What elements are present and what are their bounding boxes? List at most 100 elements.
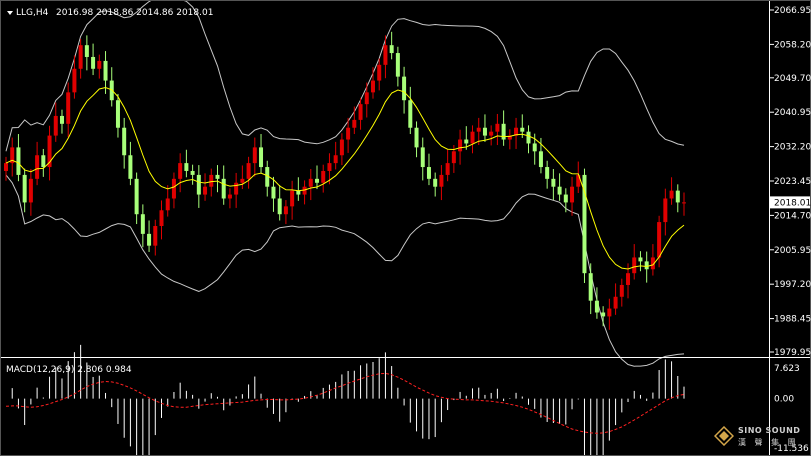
- candle-body: [545, 167, 550, 179]
- candle-body: [134, 178, 139, 215]
- candle-body: [346, 127, 351, 140]
- candle-body: [563, 194, 568, 203]
- candle-body: [682, 202, 686, 204]
- candle-body: [140, 214, 145, 234]
- candle-body: [153, 226, 158, 246]
- candle-body: [414, 127, 419, 148]
- candle-body: [178, 163, 183, 179]
- candle-body: [290, 190, 295, 207]
- candle-body: [215, 174, 220, 179]
- candle-body: [59, 115, 64, 124]
- candle-body: [426, 167, 431, 179]
- candle-body: [339, 139, 344, 156]
- candle-body: [302, 186, 307, 195]
- macd-tick-label: 7.623: [774, 364, 800, 374]
- candle-body: [364, 92, 369, 105]
- candle-body: [501, 123, 506, 140]
- candle-body: [476, 127, 481, 132]
- y-tick-label: 2066.95: [774, 6, 811, 16]
- candle-body: [4, 163, 8, 171]
- triangle-down-icon[interactable]: [7, 11, 13, 15]
- candle-body: [470, 131, 475, 144]
- candle-body: [526, 131, 531, 144]
- candle-body: [570, 186, 575, 203]
- candlesticks: [4, 31, 686, 330]
- candle-body: [613, 296, 618, 309]
- candle-body: [495, 123, 500, 132]
- y-tick-label: 2049.70: [774, 74, 811, 84]
- candle-body: [352, 119, 357, 128]
- candle-body: [451, 151, 456, 164]
- candle-body: [308, 178, 313, 187]
- ma-line: [5, 86, 685, 270]
- macd-label: MACD(12,26,9) 2.806 0.984: [6, 365, 132, 375]
- lower-band: [5, 174, 685, 367]
- current-price-box: [770, 196, 810, 209]
- candle-body: [53, 115, 58, 136]
- candle-body: [507, 135, 512, 140]
- candle-body: [619, 284, 624, 297]
- current-price-label: 2018.01: [774, 198, 811, 208]
- y-tick-label: 2040.95: [774, 108, 811, 118]
- candle-body: [22, 174, 27, 203]
- y-tick-label: 1988.45: [774, 315, 811, 325]
- candle-body: [395, 53, 400, 77]
- candle-body: [601, 312, 606, 317]
- logo-name: SINO SOUND: [738, 426, 801, 435]
- candle-body: [669, 190, 674, 199]
- candle-body: [321, 170, 326, 183]
- y-tick-label: 2014.70: [774, 211, 811, 221]
- candle-body: [165, 198, 170, 211]
- candle-body: [283, 206, 288, 215]
- candle-body: [271, 186, 276, 199]
- candle-body: [265, 167, 270, 187]
- candle-body: [377, 64, 382, 81]
- candle-body: [402, 76, 407, 101]
- logo-sub: 漢 聲 集 團: [738, 438, 799, 447]
- candle-body: [196, 174, 201, 195]
- candle-body: [557, 186, 562, 195]
- candle-body: [383, 45, 388, 65]
- y-tick-label: 2023.45: [774, 177, 811, 187]
- candle-body: [650, 257, 655, 270]
- candle-body: [246, 163, 251, 179]
- candle-body: [663, 198, 668, 223]
- candle-body: [638, 257, 643, 262]
- current-price-marker: 2018.01: [770, 196, 811, 209]
- candle-body: [115, 100, 120, 128]
- candle-body: [252, 147, 257, 164]
- candle-body: [91, 56, 96, 69]
- candle-body: [10, 147, 15, 164]
- ohlc-label: 2016.98 2018.86 2014.86 2018.01: [56, 8, 213, 18]
- candle-body: [103, 60, 108, 81]
- candle-body: [626, 273, 631, 285]
- candle-body: [594, 300, 599, 313]
- candle-body: [16, 147, 21, 175]
- candle-body: [389, 45, 394, 54]
- candle-body: [277, 198, 282, 215]
- y-axis-ticks: 2066.95 2058.20 2049.70 2040.95 2032.20 2023.…: [770, 6, 811, 358]
- candle-body: [209, 174, 214, 187]
- candle-body: [159, 210, 164, 227]
- candle-body: [47, 135, 52, 168]
- candle-body: [315, 178, 320, 183]
- candle-body: [296, 190, 301, 195]
- candle-body: [147, 233, 152, 246]
- macd-tick-label: -11.536: [774, 444, 809, 454]
- candle-body: [240, 178, 245, 183]
- candle-body: [227, 194, 232, 199]
- candle-body: [439, 174, 444, 187]
- candle-body: [532, 143, 537, 152]
- candle-body: [420, 147, 425, 168]
- bollinger-bands: [5, 0, 685, 367]
- candle-body: [221, 178, 226, 199]
- candle-body: [333, 155, 338, 164]
- candle-body: [445, 163, 450, 175]
- candle-body: [66, 92, 71, 124]
- y-tick-label: 1979.95: [774, 348, 811, 358]
- candle-body: [97, 60, 102, 69]
- candle-body: [234, 182, 239, 195]
- candle-body: [408, 100, 413, 128]
- candle-body: [632, 257, 637, 274]
